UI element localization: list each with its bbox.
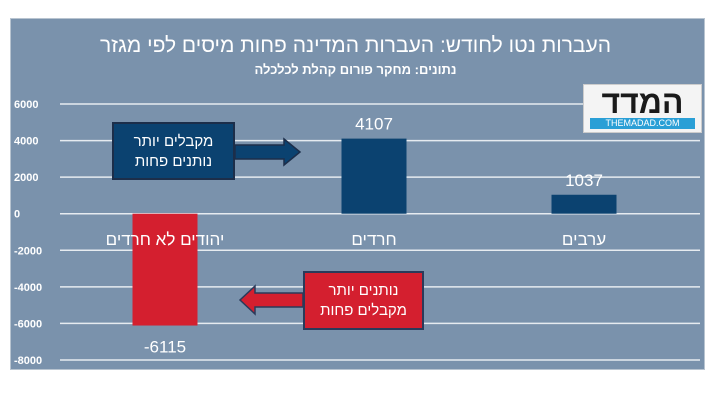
- annotation-line: נותנים יותר: [328, 282, 399, 299]
- chart-subtitle: נתונים: מחקר פורום קהלת לכלכלה: [254, 62, 457, 77]
- y-tick-label: -4000: [14, 282, 42, 294]
- annotation-give-more: נותנים יותר מקבלים פחות: [303, 271, 424, 330]
- y-tick-label: 4000: [14, 136, 38, 148]
- y-tick-label: -8000: [14, 355, 42, 367]
- annotation-line: מקבלים יותר: [133, 133, 214, 150]
- category-label: חרדים: [351, 230, 396, 249]
- chart-title: העברות נטו לחודש: העברות המדינה פחות מיס…: [99, 34, 612, 57]
- bar: [132, 213, 198, 326]
- data-label: -6115: [144, 338, 186, 357]
- y-tick-label: 2000: [14, 172, 38, 184]
- logo-english: THEMADAD.COM: [590, 118, 695, 129]
- category-label: יהודים לא חרדים: [106, 230, 225, 249]
- y-tick-label: -2000: [14, 245, 42, 257]
- bar: [341, 138, 407, 214]
- logo-hebrew: המדד: [601, 84, 684, 120]
- data-label: 1037: [565, 171, 603, 190]
- arrow-right-icon: [234, 137, 302, 167]
- data-label: 4107: [355, 115, 393, 134]
- arrow-left-icon: [238, 284, 304, 316]
- annotation-line: מקבלים פחות: [320, 302, 407, 319]
- category-label: ערבים: [562, 230, 606, 249]
- annotation-line: נותנים פחות: [134, 153, 213, 170]
- y-tick-label: -6000: [14, 318, 42, 330]
- annotation-receive-more: מקבלים יותר נותנים פחות: [112, 122, 235, 180]
- themadad-logo: המדד THEMADAD.COM: [583, 84, 702, 133]
- bar: [551, 194, 617, 214]
- y-tick-label: 0: [14, 209, 20, 221]
- y-tick-label: 6000: [14, 99, 38, 111]
